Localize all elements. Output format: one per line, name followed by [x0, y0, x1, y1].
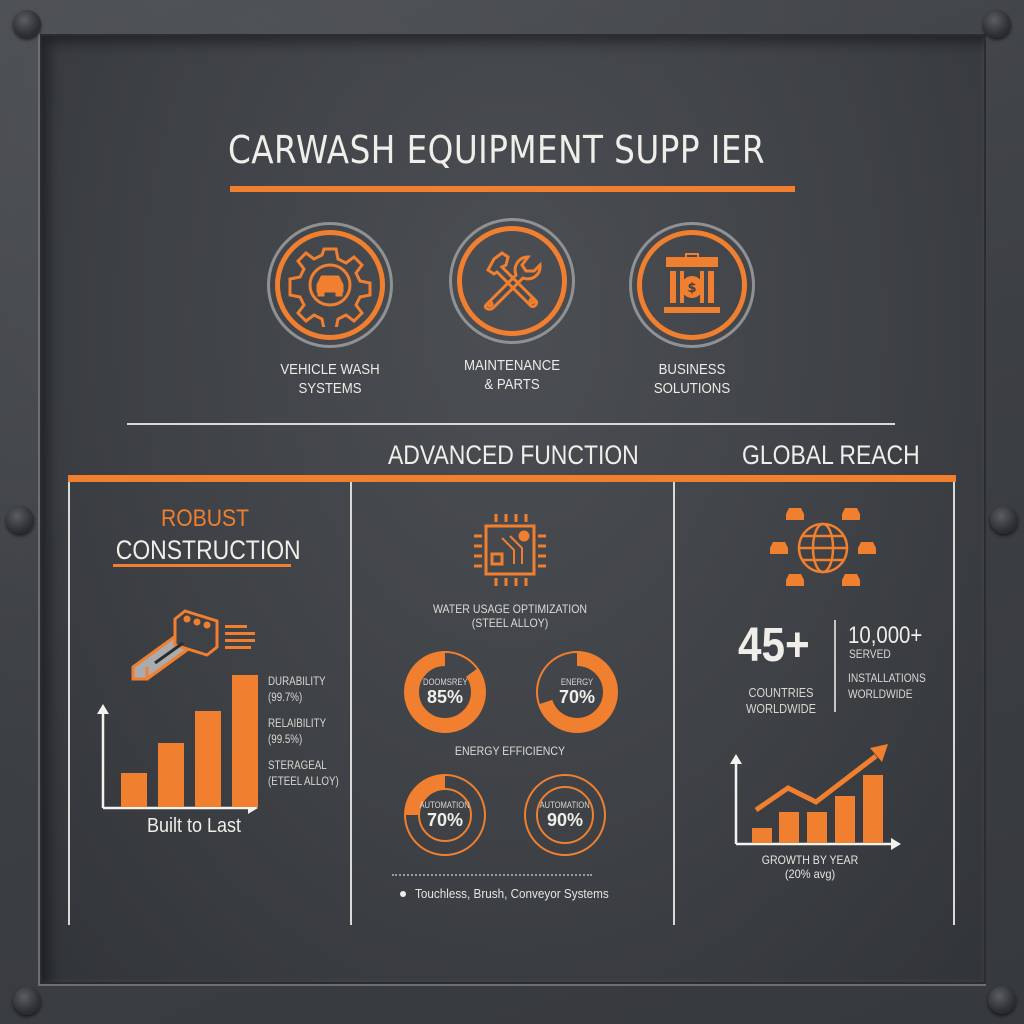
installs-label-1: INSTALLATIONS: [848, 671, 926, 685]
rivet-mid-left: [6, 506, 34, 534]
service-label-line1: VEHICLE WASH: [280, 361, 380, 378]
donut-value: 70%: [426, 809, 464, 830]
section-bar: [68, 475, 956, 482]
growth-caption-1: GROWTH BY YEAR: [761, 853, 859, 867]
stat-divider: [834, 620, 836, 712]
growth-caption-2: (20% avg): [784, 867, 836, 881]
robust-construction-heading: ROBUST CONSTRUCTION: [100, 505, 310, 566]
globe-cars-icon: [770, 508, 876, 586]
stat-value: (ETEEL ALLOY): [268, 776, 339, 788]
divider-rule: [127, 423, 895, 425]
bullet-text: Touchless, Brush, Conveyor Systems: [415, 886, 609, 901]
svg-text:$: $: [687, 281, 696, 296]
donut-label: AUTOMATION: [539, 799, 591, 810]
donut-value: 70%: [558, 686, 596, 707]
steel-beam-icon: [131, 609, 255, 681]
built-to-last-chart: [97, 675, 258, 814]
column-divider-2: [673, 482, 675, 925]
stat-label: DURABILITY: [268, 676, 326, 688]
donut-value: 90%: [546, 809, 584, 830]
stat-value: (99.5%): [268, 734, 303, 746]
column-border-right: [953, 482, 955, 925]
growth-chart: [730, 744, 901, 850]
growth-caption: GROWTH BY YEAR (20% avg): [730, 853, 890, 881]
bank-dollar-icon: $: [664, 253, 720, 313]
stat-label: STERAGEAL: [268, 760, 327, 772]
energy-efficiency-caption: ENERGY EFFICIENCY: [454, 744, 566, 758]
chalkboard-panel: [38, 34, 986, 986]
service-label-line2: SYSTEMS: [298, 380, 362, 397]
microchip-icon: [474, 514, 546, 586]
service-vehicle-wash[interactable]: VEHICLE WASH SYSTEMS: [240, 222, 420, 398]
built-to-last-caption: Built to Last: [147, 815, 242, 837]
donut-automation-70: AUTOMATION 70%: [401, 771, 489, 859]
donut-automation-90: AUTOMATION 90%: [521, 771, 609, 859]
rivet-top-right: [983, 10, 1011, 38]
installs-sub: SERVED: [849, 647, 891, 661]
service-label-line2: SOLUTIONS: [653, 380, 731, 397]
rivet-top-left: [13, 10, 41, 38]
donut-label: ENERGY: [560, 676, 594, 687]
rivet-bottom-right: [988, 986, 1016, 1014]
advanced-function-heading: ADVANCED FUNCTION: [388, 440, 639, 470]
title-underline: [230, 186, 795, 192]
donut-energy: ENERGY 70%: [533, 648, 621, 736]
countries-label-2: WORLDWIDE: [746, 701, 816, 716]
page-title: CARWASH EQUIPMENT SUPP IER: [228, 128, 766, 172]
donut-value: 85%: [426, 686, 464, 707]
advanced-subtitle-line2: (STEEL ALLOY): [471, 616, 549, 630]
gear-car-icon: [288, 247, 372, 327]
dotted-divider: [392, 874, 592, 876]
global-reach-heading: GLOBAL REACH: [742, 440, 920, 470]
advanced-subtitle-line1: WATER USAGE OPTIMIZATION: [432, 602, 588, 616]
service-label-line1: MAINTENANCE: [463, 357, 561, 374]
stat-label: RELAIBILITY: [268, 718, 327, 730]
advanced-subtitle: WATER USAGE OPTIMIZATION (STEEL ALLOY): [380, 602, 640, 630]
donut-label: AUTOMATION: [419, 799, 471, 810]
wrench-screwdriver-icon: [483, 251, 542, 311]
countries-label-1: COUNTRIES: [748, 685, 814, 700]
robust-title-orange: ROBUST: [160, 505, 249, 532]
service-business[interactable]: $ BUSINESS SOLUTIONS: [602, 222, 782, 398]
countries-value: 45+: [738, 619, 810, 672]
rivet-mid-right: [990, 506, 1018, 534]
bullet-item: Touchless, Brush, Conveyor Systems: [400, 886, 630, 901]
bullet-dot-icon: [400, 890, 406, 897]
rivet-bottom-left: [13, 987, 41, 1015]
donut-label: DOOMSREY: [422, 676, 468, 687]
installs-value: 10,000+: [848, 622, 923, 649]
robust-underline: [113, 564, 291, 567]
robust-title-white: CONSTRUCTION: [115, 535, 301, 565]
installs-label-2: WORLDWIDE: [848, 687, 913, 701]
countries-label: COUNTRIES WORLDWIDE: [736, 685, 826, 717]
service-label-line2: & PARTS: [484, 376, 540, 393]
robust-stats: DURABILITY (99.7%) RELAIBILITY (99.5%) S…: [268, 674, 351, 790]
column-border-left: [68, 482, 70, 925]
stat-value: (99.7%): [268, 692, 303, 704]
service-maintenance[interactable]: MAINTENANCE & PARTS: [422, 218, 602, 394]
column-divider-1: [350, 482, 352, 925]
donut-doomsrey: DOOMSREY 85%: [401, 648, 489, 736]
service-label-line1: BUSINESS: [658, 361, 726, 378]
